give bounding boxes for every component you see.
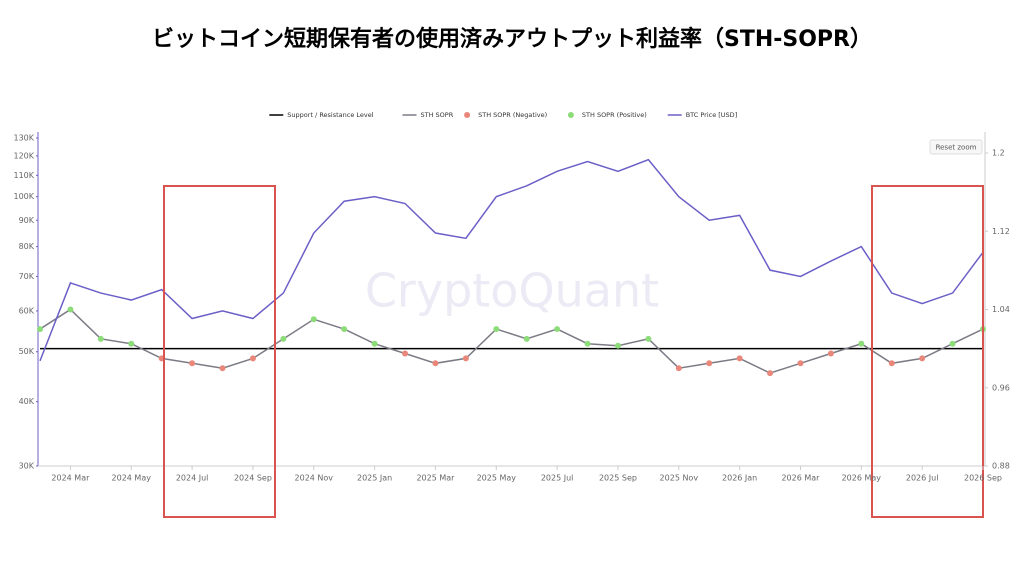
- x-tick-label: 2024 May: [112, 474, 152, 483]
- x-tick-label: 2024 Sep: [234, 474, 272, 483]
- series-dot: [645, 335, 652, 342]
- y-tick-label: 130K: [13, 134, 34, 143]
- series-dot: [888, 360, 895, 367]
- y2-tick-label: 0.88: [992, 462, 1010, 471]
- series-line: [39, 158, 984, 362]
- series-dot: [341, 326, 348, 333]
- y-tick-label: 90K: [19, 216, 35, 225]
- series-dot: [493, 326, 500, 333]
- series-dot: [523, 335, 530, 342]
- x-tick-label: 2025 May: [477, 474, 517, 483]
- series-dot: [736, 355, 743, 362]
- chart-title: ビットコイン短期保有者の使用済みアウトプット利益率（STH-SOPR）: [152, 26, 872, 52]
- y2-tick-label: 1.2: [992, 149, 1005, 158]
- legend-label: Support / Resistance Level: [287, 111, 373, 119]
- legend-symbol: [464, 112, 471, 118]
- x-tick-label: 2026 May: [842, 474, 882, 483]
- plot-area: [37, 158, 986, 377]
- series-dot: [614, 342, 621, 349]
- x-tick-label: 2025 Sep: [599, 474, 637, 483]
- reset-zoom-label[interactable]: Reset zoom: [936, 144, 977, 152]
- series-dot: [249, 355, 256, 362]
- legend-label: BTC Price [USD]: [686, 111, 738, 119]
- series-dot: [767, 370, 774, 377]
- y-tick-label: 50K: [19, 347, 35, 356]
- series-dot: [371, 340, 378, 347]
- reset-zoom-button[interactable]: [929, 139, 983, 155]
- series-dot: [402, 350, 409, 357]
- x-tick-label: 2026 Jan: [722, 474, 757, 483]
- x-tick-label: 2026 Mar: [781, 474, 820, 483]
- x-tick-label: 2024 Mar: [51, 474, 90, 483]
- series-dot: [797, 360, 804, 367]
- series-dot: [584, 340, 591, 347]
- series-dot: [675, 365, 682, 372]
- series-dot: [858, 340, 865, 347]
- series-dot: [310, 316, 317, 323]
- x-tick-label: 2025 Mar: [416, 474, 455, 483]
- x-tick-label: 2024 Jul: [176, 474, 209, 483]
- x-tick-label: 2026 Jul: [906, 474, 939, 483]
- legend-symbol: [567, 112, 574, 118]
- highlight-box: [871, 185, 984, 518]
- y-tick-label: 110K: [13, 171, 34, 180]
- series-dot: [97, 335, 104, 342]
- y-tick-label: 70K: [19, 272, 35, 281]
- y-tick-label: 100K: [13, 192, 34, 201]
- series-dot: [706, 360, 713, 367]
- y-tick-label: 40K: [19, 397, 35, 406]
- y-tick-label: 60K: [19, 306, 35, 315]
- x-tick-label: 2025 Jul: [541, 474, 574, 483]
- watermark: CryptoQuant: [365, 264, 659, 318]
- series-dot: [128, 340, 135, 347]
- y-tick-label: 120K: [13, 151, 34, 160]
- legend-label: STH SOPR (Negative): [478, 111, 547, 119]
- series-line: [39, 308, 984, 374]
- x-tick-label: 2025 Nov: [660, 474, 699, 483]
- y2-tick-label: 1.12: [992, 227, 1010, 236]
- series-dot: [67, 306, 74, 313]
- series-dot: [280, 335, 287, 342]
- x-tick-label: 2025 Jan: [357, 474, 392, 483]
- x-tick-label: 2024 Nov: [295, 474, 334, 483]
- series-dot: [219, 365, 226, 372]
- series-dot: [554, 326, 561, 333]
- series-dot: [462, 355, 469, 362]
- legend-label: STH SOPR: [421, 111, 454, 119]
- x-tick-label: 2026 Sep: [964, 474, 1002, 483]
- y-tick-label: 30K: [19, 462, 35, 471]
- highlight-box: [163, 185, 276, 518]
- series-dot: [827, 350, 834, 357]
- legend-label: STH SOPR (Positive): [582, 111, 647, 119]
- series-dot: [919, 355, 926, 362]
- y-tick-label: 80K: [19, 242, 35, 251]
- series-dot: [189, 360, 196, 367]
- series-dot: [432, 360, 439, 367]
- y2-tick-label: 1.04: [992, 305, 1010, 314]
- y2-tick-label: 0.96: [992, 383, 1010, 392]
- series-dot: [949, 340, 956, 347]
- series-dot: [37, 326, 43, 333]
